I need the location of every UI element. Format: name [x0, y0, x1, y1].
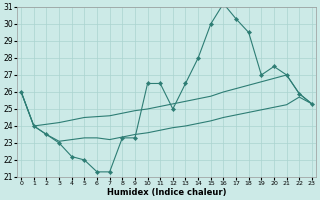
X-axis label: Humidex (Indice chaleur): Humidex (Indice chaleur) — [107, 188, 226, 197]
